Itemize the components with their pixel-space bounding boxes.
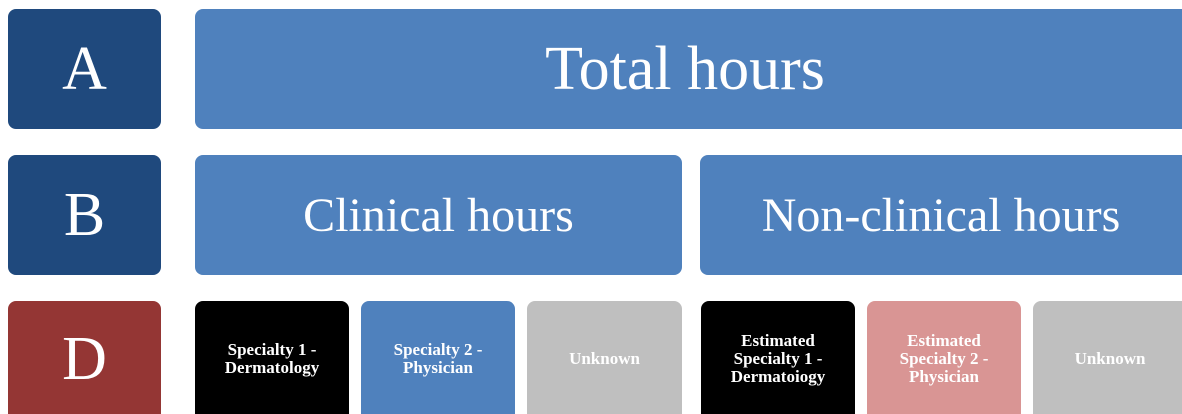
- box: Specialty 1 - Dermatology: [195, 301, 349, 414]
- row-label: B: [8, 155, 161, 275]
- row-label: D: [8, 301, 161, 414]
- box: Estimated Specialty 1 - Dermatoiogy: [701, 301, 855, 414]
- row-label: A: [8, 9, 161, 129]
- box: Clinical hours: [195, 155, 682, 275]
- box: Unknown: [527, 301, 682, 414]
- box: Estimated Specialty 2 - Physician: [867, 301, 1021, 414]
- box: Specialty 2 - Physician: [361, 301, 515, 414]
- box: Total hours: [195, 9, 1182, 129]
- box: Unknown: [1033, 301, 1182, 414]
- box: Non-clinical hours: [700, 155, 1182, 275]
